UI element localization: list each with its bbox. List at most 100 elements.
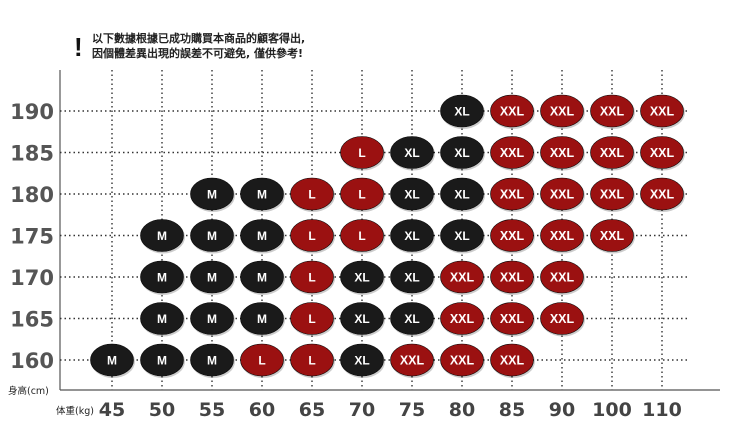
size-marker <box>390 302 434 335</box>
x-tick-label: 80 <box>449 399 475 421</box>
size-marker <box>290 177 334 211</box>
size-label: M <box>207 229 217 243</box>
size-label: M <box>157 354 167 368</box>
x-tick-label: 55 <box>199 399 225 421</box>
size-label: M <box>107 354 117 368</box>
size-marker <box>340 260 384 294</box>
size-marker <box>540 260 584 294</box>
x-axis-label: 体重(kg) <box>56 405 94 417</box>
size-marker <box>540 94 584 128</box>
size-label: XL <box>404 146 419 160</box>
size-label: XXL <box>500 271 525 285</box>
size-marker <box>340 343 384 377</box>
size-label: XL <box>454 188 469 202</box>
size-marker <box>590 136 634 169</box>
x-tick-label: 70 <box>349 399 375 421</box>
size-marker <box>490 177 534 211</box>
size-label: XL <box>454 105 469 119</box>
notice: 以下數據根據已成功購買本商品的顧客得出, 因個體差異出現的誤差不可避免, 僅供參… <box>92 31 305 61</box>
size-label: XXL <box>550 146 575 160</box>
size-label: XL <box>454 229 469 243</box>
y-tick-label: 185 <box>10 142 54 166</box>
size-marker <box>190 302 234 335</box>
size-label: XXL <box>600 146 625 160</box>
size-label: L <box>308 354 315 368</box>
size-label: XL <box>404 229 419 243</box>
size-marker <box>190 343 234 377</box>
size-marker <box>140 343 184 377</box>
size-marker <box>540 219 584 252</box>
size-label: XXL <box>650 188 675 202</box>
size-label: XXL <box>550 312 575 326</box>
size-marker <box>640 94 684 128</box>
size-label: XXL <box>600 188 625 202</box>
size-marker <box>140 219 184 252</box>
size-marker <box>140 260 184 294</box>
size-label: XXL <box>650 146 675 160</box>
size-marker <box>340 219 384 252</box>
size-marker <box>490 136 534 169</box>
size-marker <box>440 302 484 335</box>
size-marker <box>390 177 434 211</box>
size-label: M <box>207 354 217 368</box>
size-label: XXL <box>600 105 625 119</box>
size-label: L <box>358 188 365 202</box>
size-label: L <box>258 354 265 368</box>
size-marker <box>490 260 534 294</box>
size-marker <box>390 343 434 377</box>
size-label: L <box>308 312 315 326</box>
size-marker <box>640 177 684 211</box>
size-label: L <box>358 146 365 160</box>
size-label: XXL <box>650 105 675 119</box>
size-label: M <box>257 312 267 326</box>
size-label: XXL <box>500 229 525 243</box>
size-label: M <box>207 271 217 285</box>
size-marker <box>290 343 334 377</box>
size-marker <box>190 260 234 294</box>
size-marker <box>440 177 484 211</box>
size-label: M <box>157 229 167 243</box>
size-label: XXL <box>550 105 575 119</box>
size-label: L <box>308 229 315 243</box>
size-label: XXL <box>550 188 575 202</box>
x-tick-label: 85 <box>499 399 525 421</box>
size-marker <box>90 343 134 377</box>
size-marker <box>240 219 284 252</box>
x-tick-label: 75 <box>399 399 425 421</box>
size-marker <box>240 177 284 211</box>
y-tick-label: 180 <box>10 183 54 207</box>
size-label: M <box>157 271 167 285</box>
size-label: M <box>257 188 267 202</box>
size-marker <box>390 136 434 169</box>
y-axis-label: 身高(cm) <box>8 385 49 397</box>
size-label: XL <box>354 354 369 368</box>
size-marker <box>440 219 484 252</box>
size-label: XL <box>404 271 419 285</box>
size-label: XL <box>404 312 419 326</box>
size-marker <box>540 177 584 211</box>
size-label: M <box>207 188 217 202</box>
size-marker <box>190 219 234 252</box>
size-marker <box>490 302 534 335</box>
size-marker <box>290 219 334 252</box>
size-label: XL <box>454 146 469 160</box>
size-marker <box>590 94 634 128</box>
y-tick-label: 170 <box>10 266 54 290</box>
x-tick-label: 90 <box>549 399 575 421</box>
size-label: M <box>257 229 267 243</box>
size-label: XXL <box>500 188 525 202</box>
size-marker <box>390 219 434 252</box>
x-tick-label: 100 <box>592 399 632 421</box>
size-label: L <box>358 229 365 243</box>
size-marker <box>290 260 334 294</box>
size-label: L <box>308 188 315 202</box>
y-tick-label: 160 <box>10 349 54 373</box>
size-marker <box>140 302 184 335</box>
x-tick-label: 60 <box>249 399 275 421</box>
size-marker <box>490 219 534 252</box>
notice-line-1: 以下數據根據已成功購買本商品的顧客得出, <box>92 32 306 45</box>
size-marker <box>440 343 484 377</box>
size-marker <box>240 302 284 335</box>
size-marker <box>340 136 384 169</box>
